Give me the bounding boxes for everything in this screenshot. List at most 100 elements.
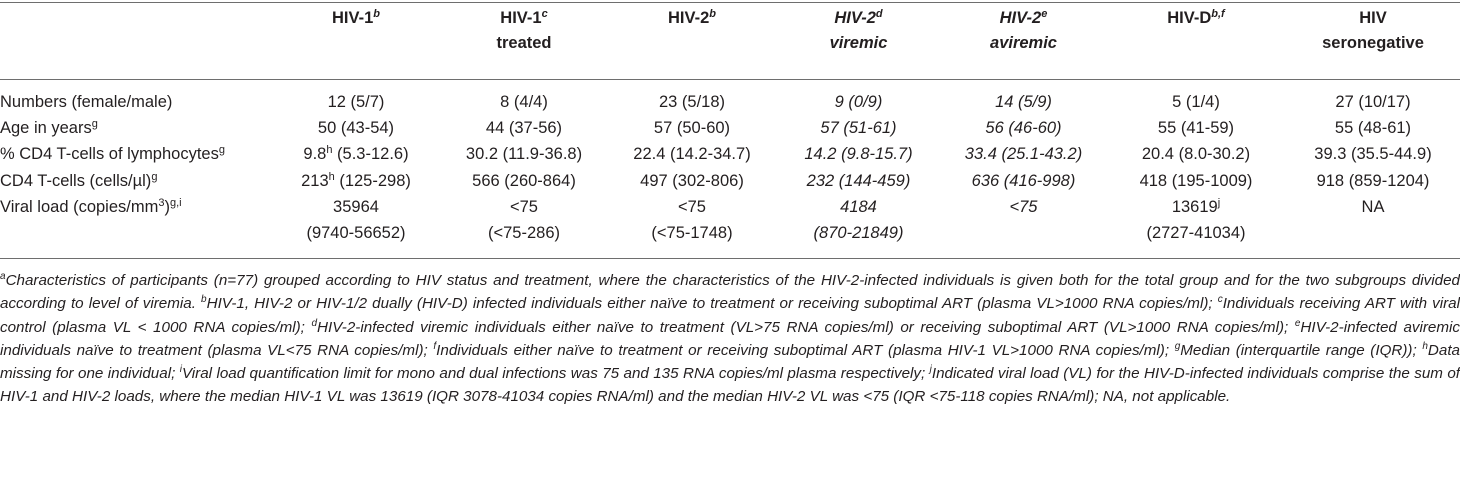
footnote-marker: b xyxy=(709,7,716,20)
column-header-subtitle: viremic xyxy=(829,34,888,52)
cell-value: 39.3 (35.5-44.9) xyxy=(1314,145,1432,164)
cell-value: 14.2 (9.8-15.7) xyxy=(804,145,913,164)
table-cell: 497 (302-806) xyxy=(608,168,776,194)
table-cell: <75 (<75-286) xyxy=(440,194,608,246)
cell-range: (2727-41034) xyxy=(1146,224,1246,243)
row-label: Numbers (female/male) xyxy=(0,79,272,115)
footnote-marker: b,f xyxy=(1211,7,1225,20)
footnote-text: Indicated viral load (VL) for the HIV-D-… xyxy=(0,365,1460,406)
cell-range: (9740-56652) xyxy=(306,224,406,243)
cell-value: 20.4 (8.0-30.2) xyxy=(1141,145,1251,164)
bottom-rule xyxy=(0,258,1460,259)
header-row: HIV-1b HIV-1 c treated HIV-2 b HIV-2d viremic HI… xyxy=(0,6,1460,79)
cell-value: 232 (144-459) xyxy=(806,171,911,190)
cell-range: (<75-1748) xyxy=(651,224,733,243)
cell-value: 5 (1/4) xyxy=(1172,93,1220,111)
footnote-text: Viral load quantification limit for mono… xyxy=(181,365,930,383)
table-cell: 55 (48-61) xyxy=(1286,115,1460,141)
row-label: CD4 T-cells (cells/µl)g xyxy=(0,168,272,194)
footnote-marker: h xyxy=(328,170,335,183)
cell-value: 55 (48-61) xyxy=(1334,119,1412,138)
table-cell: 13619j (2727-41034) xyxy=(1106,194,1286,246)
footnote-marker: b xyxy=(373,7,380,20)
footnote-marker: e xyxy=(1041,7,1048,20)
column-header-subtitle: aviremic xyxy=(990,34,1057,52)
table-cell: 35964 (9740-56652) xyxy=(272,194,440,246)
footnote-marker: a xyxy=(0,271,6,282)
cell-value: 50 (43-54) xyxy=(317,119,395,138)
cell-value: 57 (51-61) xyxy=(820,119,897,138)
table-cell: 232 (144-459) xyxy=(776,168,941,194)
cell-value: 22.4 (14.2-34.7) xyxy=(633,145,751,164)
cell-range: (<75-286) xyxy=(487,224,560,243)
cell-value: 57 (50-60) xyxy=(653,119,731,138)
table-cell: 57 (51-61) xyxy=(776,115,941,141)
row-label: Viral load (copies/mm3)g,i xyxy=(0,194,272,246)
cell-range: (870-21849) xyxy=(813,224,904,243)
table-cell: 213h (125-298) xyxy=(272,168,440,194)
row-label-text: ) xyxy=(164,197,170,216)
cell-value: 213 xyxy=(301,171,329,190)
table-body: Numbers (female/male) 12 (5/7) 8 (4/4) 23 (… xyxy=(0,79,1460,246)
table-cell: <75 xyxy=(941,194,1106,246)
table-cell: 566 (260-864) xyxy=(440,168,608,194)
cell-value: 27 (10/17) xyxy=(1335,93,1411,111)
footnote-text: Median (interquartile range (IQR)); xyxy=(1180,341,1423,359)
column-header-title: HIV-1 xyxy=(331,9,374,27)
footnote-marker: g,i xyxy=(169,196,182,209)
cell-value: 30.2 (11.9-36.8) xyxy=(465,145,583,164)
table-cell: NA xyxy=(1286,194,1460,246)
table-cell: 5 (1/4) xyxy=(1106,79,1286,115)
cell-value: 418 (195-1009) xyxy=(1139,171,1253,190)
cell-range: (5.3-12.6) xyxy=(332,145,409,164)
table-row: % CD4 T-cells of lymphocytesg 9.8h (5.3-1… xyxy=(0,141,1460,167)
column-header: HIV-1c treated xyxy=(440,6,608,79)
table-row: CD4 T-cells (cells/µl)g 213h (125-298) 566… xyxy=(0,168,1460,194)
cell-value: 56 (46-60) xyxy=(985,119,1062,138)
footnote-marker: c xyxy=(541,7,548,20)
footnote-text: Individuals receiving ART with viral con… xyxy=(0,295,1460,336)
cell-value: 55 (41-59) xyxy=(1157,119,1235,138)
footnote-marker: h xyxy=(326,144,333,157)
column-header: HIV-1b xyxy=(272,6,440,79)
row-label: % CD4 T-cells of lymphocytesg xyxy=(0,141,272,167)
footnote-marker: e xyxy=(1294,317,1301,329)
cell-value: 14 (5/9) xyxy=(995,93,1052,111)
cell-value: 33.4 (25.1-43.2) xyxy=(964,145,1083,164)
table-cell: 636 (416-998) xyxy=(941,168,1106,194)
table-cell: 918 (859-1204) xyxy=(1286,168,1460,194)
column-header: HIV seronegative xyxy=(1286,6,1460,79)
footnote-marker: 3 xyxy=(158,196,165,209)
table-cell: <75 (<75-1748) xyxy=(608,194,776,246)
column-header-subtitle: seronegative xyxy=(1322,34,1424,52)
column-header-subtitle: treated xyxy=(496,34,552,52)
footnote-marker: j xyxy=(1217,196,1221,209)
table-cell: 22.4 (14.2-34.7) xyxy=(608,141,776,167)
footnote-marker: g xyxy=(91,118,98,131)
column-header-title: HIV xyxy=(1359,9,1387,27)
table-cell: 33.4 (25.1-43.2) xyxy=(941,141,1106,167)
table-cell: 39.3 (35.5-44.9) xyxy=(1286,141,1460,167)
table-cell: 418 (195-1009) xyxy=(1106,168,1286,194)
cell-range: (125-298) xyxy=(334,171,411,190)
column-header: HIV-2d viremic xyxy=(776,6,941,79)
footnote-marker: g xyxy=(218,144,225,157)
cell-value: 566 (260-864) xyxy=(472,171,576,190)
table-row: Age in yearsg 50 (43-54) 44 (37-56) 57 (50-… xyxy=(0,115,1460,141)
footnote-marker: g xyxy=(1174,340,1181,352)
cell-value: <75 xyxy=(510,197,538,216)
table-cell: 14 (5/9) xyxy=(941,79,1106,115)
column-header-title: HIV-2 xyxy=(834,9,876,27)
header-rule xyxy=(0,79,1460,80)
footnote-text: Data missing for one individual; xyxy=(0,341,1460,383)
footnote-text: HIV-2-infected aviremic individuals naïv… xyxy=(0,318,1460,359)
row-label: Age in yearsg xyxy=(0,115,272,141)
cell-value: <75 xyxy=(678,197,706,216)
footnote-marker: j xyxy=(929,364,932,376)
table-cell: 44 (37-56) xyxy=(440,115,608,141)
footnote-marker: d xyxy=(875,7,883,20)
cell-value: 497 (302-806) xyxy=(640,171,744,190)
cell-value: 13619 xyxy=(1171,197,1218,216)
cell-value: NA xyxy=(1361,197,1385,216)
